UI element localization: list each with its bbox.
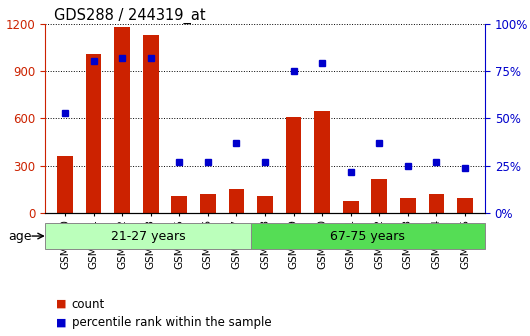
- Bar: [400, 198, 416, 213]
- Bar: [228, 189, 244, 213]
- Bar: [251, 223, 485, 249]
- Bar: [114, 27, 130, 213]
- Bar: [86, 53, 101, 213]
- Text: percentile rank within the sample: percentile rank within the sample: [72, 316, 271, 329]
- Text: age: age: [8, 229, 31, 243]
- Bar: [286, 117, 302, 213]
- Bar: [171, 196, 187, 213]
- Bar: [429, 194, 444, 213]
- Bar: [45, 223, 251, 249]
- Text: 67-75 years: 67-75 years: [330, 229, 405, 243]
- Bar: [314, 111, 330, 213]
- Bar: [143, 35, 158, 213]
- Text: ■: ■: [56, 318, 66, 328]
- Bar: [372, 178, 387, 213]
- Bar: [257, 196, 273, 213]
- Text: count: count: [72, 298, 105, 310]
- Text: GDS288 / 244319_at: GDS288 / 244319_at: [54, 7, 206, 24]
- Text: 21-27 years: 21-27 years: [111, 229, 185, 243]
- Bar: [200, 194, 216, 213]
- Bar: [57, 157, 73, 213]
- Bar: [457, 198, 473, 213]
- Bar: [343, 201, 359, 213]
- Text: ■: ■: [56, 299, 66, 309]
